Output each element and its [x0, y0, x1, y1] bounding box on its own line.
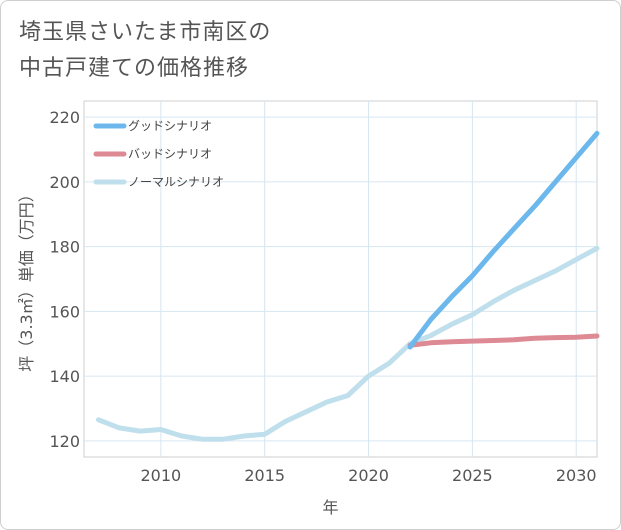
plot-frame	[83, 100, 598, 458]
legend-label: グッドシナリオ	[128, 119, 212, 133]
chart-title-line-2: 中古戸建ての価格推移	[19, 56, 250, 81]
y-tick-label: 180	[49, 238, 80, 257]
y-tick-label: 140	[49, 367, 80, 386]
series-line	[407, 333, 600, 348]
chart-title-line-1: 埼玉県さいたま市南区の	[19, 20, 272, 45]
x-tick-label: 2025	[452, 466, 493, 485]
y-tick-label: 160	[49, 302, 80, 321]
x-tick-label: 2015	[244, 466, 285, 485]
legend-label: ノーマルシナリオ	[128, 175, 224, 189]
y-tick-label: 120	[49, 432, 80, 451]
x-tick-label: 2020	[348, 466, 389, 485]
series-line	[96, 245, 600, 442]
x-tick-label: 2030	[556, 466, 597, 485]
y-tick-label: 200	[49, 173, 80, 192]
legend-label: バッドシナリオ	[128, 147, 212, 161]
x-tick-label: 2010	[140, 466, 181, 485]
y-axis-title: 坪（3.3㎡）単価（万円）	[17, 186, 36, 371]
series-line	[407, 130, 600, 350]
chart-title: 埼玉県さいたま市南区の 中古戸建ての価格推移	[19, 15, 579, 87]
x-axis-title: 年	[322, 498, 338, 517]
y-tick-label: 220	[49, 108, 80, 127]
